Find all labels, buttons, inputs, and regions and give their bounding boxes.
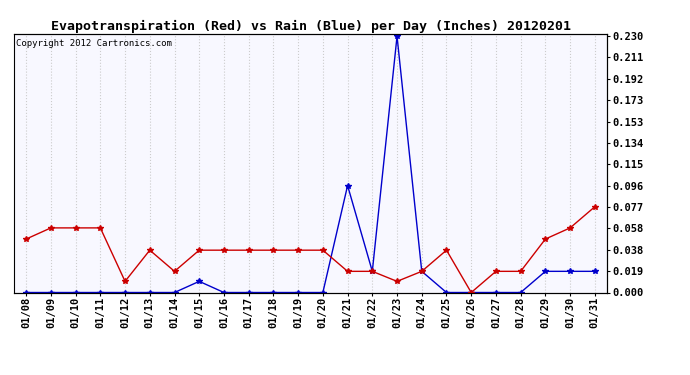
Text: Copyright 2012 Cartronics.com: Copyright 2012 Cartronics.com [16, 39, 171, 48]
Title: Evapotranspiration (Red) vs Rain (Blue) per Day (Inches) 20120201: Evapotranspiration (Red) vs Rain (Blue) … [50, 20, 571, 33]
